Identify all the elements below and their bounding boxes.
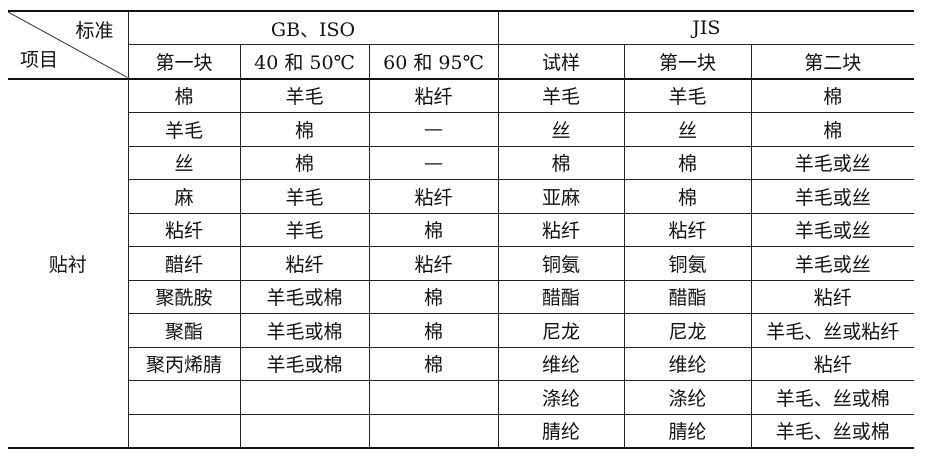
corner-item-label: 项目	[20, 48, 59, 71]
table-cell: 醋纤	[128, 246, 241, 281]
table-cell: 麻	[128, 179, 241, 214]
table-cell: 羊毛	[497, 78, 625, 113]
table-cell: 醋酯	[623, 279, 752, 314]
table-cell: 粘纤	[368, 78, 499, 113]
table-cell: 羊毛	[623, 78, 752, 113]
table-cell: 腈纶	[497, 413, 625, 449]
table-cell: 棉	[368, 279, 499, 314]
table-cell: 羊毛或丝	[750, 246, 915, 281]
table-cell: 棉	[623, 179, 752, 214]
column-header: 60 和 95℃	[368, 44, 499, 80]
table-row: 涤纶 涤纶 羊毛、丝或棉	[8, 380, 915, 415]
table-cell: 维纶	[497, 346, 625, 381]
table-row: 聚酯 羊毛或棉棉尼龙 尼龙 羊毛、丝或粘纤	[8, 313, 915, 348]
table-cell: 丝	[623, 112, 752, 147]
table-cell: —	[368, 112, 499, 147]
table-cell: 粘纤	[750, 279, 915, 314]
table-cell: 羊毛或棉	[239, 346, 370, 381]
table-cell: 丝	[128, 145, 241, 180]
table-cell: 丝	[497, 112, 625, 147]
table-cell	[368, 413, 499, 449]
column-header: 第一块	[128, 44, 241, 80]
table-cell: 铜氨	[497, 246, 625, 281]
row-label-cell: 贴衬	[8, 78, 129, 449]
column-header: 第二块	[750, 44, 915, 80]
table-cell	[128, 380, 241, 415]
table-cell: 涤纶	[623, 380, 752, 415]
table-row: 丝棉 — 棉棉羊毛或丝	[8, 145, 915, 180]
table-cell: 粘纤	[128, 212, 241, 247]
table-cell: 粘纤	[623, 212, 752, 247]
table-row: 麻羊毛 粘纤 亚麻棉羊毛或丝	[8, 179, 915, 214]
table-cell: 羊毛或棉	[239, 279, 370, 314]
table-cell	[128, 413, 241, 449]
table-row: 粘纤 羊毛棉粘纤 粘纤 羊毛或丝	[8, 212, 915, 247]
group-header-gb-iso: GB、ISO	[127, 10, 499, 45]
table-cell: 羊毛或丝	[750, 145, 915, 180]
table-cell: 棉	[497, 145, 625, 180]
table-cell: 棉	[750, 112, 915, 147]
diagonal-divider	[8, 12, 128, 78]
table-cell: 涤纶	[497, 380, 625, 415]
group-header-jis: JIS	[497, 10, 915, 45]
table-cell: 聚丙烯腈	[128, 346, 241, 381]
table-cell: 腈纶	[623, 413, 752, 449]
corner-standard-label: 标准	[75, 20, 114, 42]
column-header: 试样	[497, 44, 625, 80]
table-cell: 粘纤	[750, 346, 915, 381]
table-cell: 棉	[750, 78, 915, 113]
table-cell: 羊毛、丝或棉	[750, 380, 915, 415]
table-cell: 棉	[623, 145, 752, 180]
table-cell: 维纶	[623, 346, 752, 381]
table-cell: 亚麻	[497, 179, 625, 214]
table-cell: 羊毛	[239, 212, 370, 247]
table-cell: 羊毛或丝	[750, 179, 915, 214]
table-cell: 粘纤	[368, 179, 499, 214]
column-header: 40 和 50℃	[239, 44, 370, 80]
table-cell: 羊毛或棉	[239, 313, 370, 348]
table-cell: 棉	[368, 313, 499, 348]
table-cell: 棉	[239, 112, 370, 147]
table-cell: 粘纤	[368, 246, 499, 281]
table-cell: 铜氨	[623, 246, 752, 281]
table-cell: 羊毛	[128, 112, 241, 147]
table-cell: 粘纤	[239, 246, 370, 281]
table-cell: —	[368, 145, 499, 180]
table-cell: 羊毛或丝	[750, 212, 915, 247]
fabric-standards-table: 标准 项目 GB、ISO JIS 第一块 40 和 50℃ 60 和 95℃ 试样 第一…	[8, 10, 915, 449]
table-cell	[368, 380, 499, 415]
column-header: 第一块	[623, 44, 752, 80]
corner-header-cell: 标准 项目	[8, 10, 129, 80]
table-cell: 棉	[368, 346, 499, 381]
table-cell	[239, 413, 370, 449]
table-row: 聚酰胺 羊毛或棉棉醋酯 醋酯 粘纤	[8, 279, 915, 314]
table-row: 腈纶 腈纶 羊毛、丝或棉	[8, 413, 915, 449]
table-cell: 粘纤	[497, 212, 625, 247]
table-row: 聚丙烯腈 羊毛或棉棉维纶 维纶 粘纤	[8, 346, 915, 381]
table-cell: 羊毛、丝或粘纤	[750, 313, 915, 348]
table-row: 羊毛棉 — 丝丝棉	[8, 112, 915, 147]
table-cell: 醋酯	[497, 279, 625, 314]
table-row: 醋纤 粘纤 粘纤 铜氨 铜氨 羊毛或丝	[8, 246, 915, 281]
table-row: 贴衬棉羊毛 粘纤 羊毛 羊毛棉	[8, 78, 915, 449]
table-cell: 棉	[239, 145, 370, 180]
table-cell: 羊毛	[239, 78, 370, 113]
table-cell: 尼龙	[497, 313, 625, 348]
table-cell: 聚酰胺	[128, 279, 241, 314]
table-cell: 尼龙	[623, 313, 752, 348]
table-cell: 聚酯	[128, 313, 241, 348]
table-cell: 棉	[127, 78, 241, 113]
table-cell: 羊毛	[239, 179, 370, 214]
table-cell	[239, 380, 370, 415]
table-cell: 羊毛、丝或棉	[750, 413, 915, 449]
table-cell: 棉	[368, 212, 499, 247]
